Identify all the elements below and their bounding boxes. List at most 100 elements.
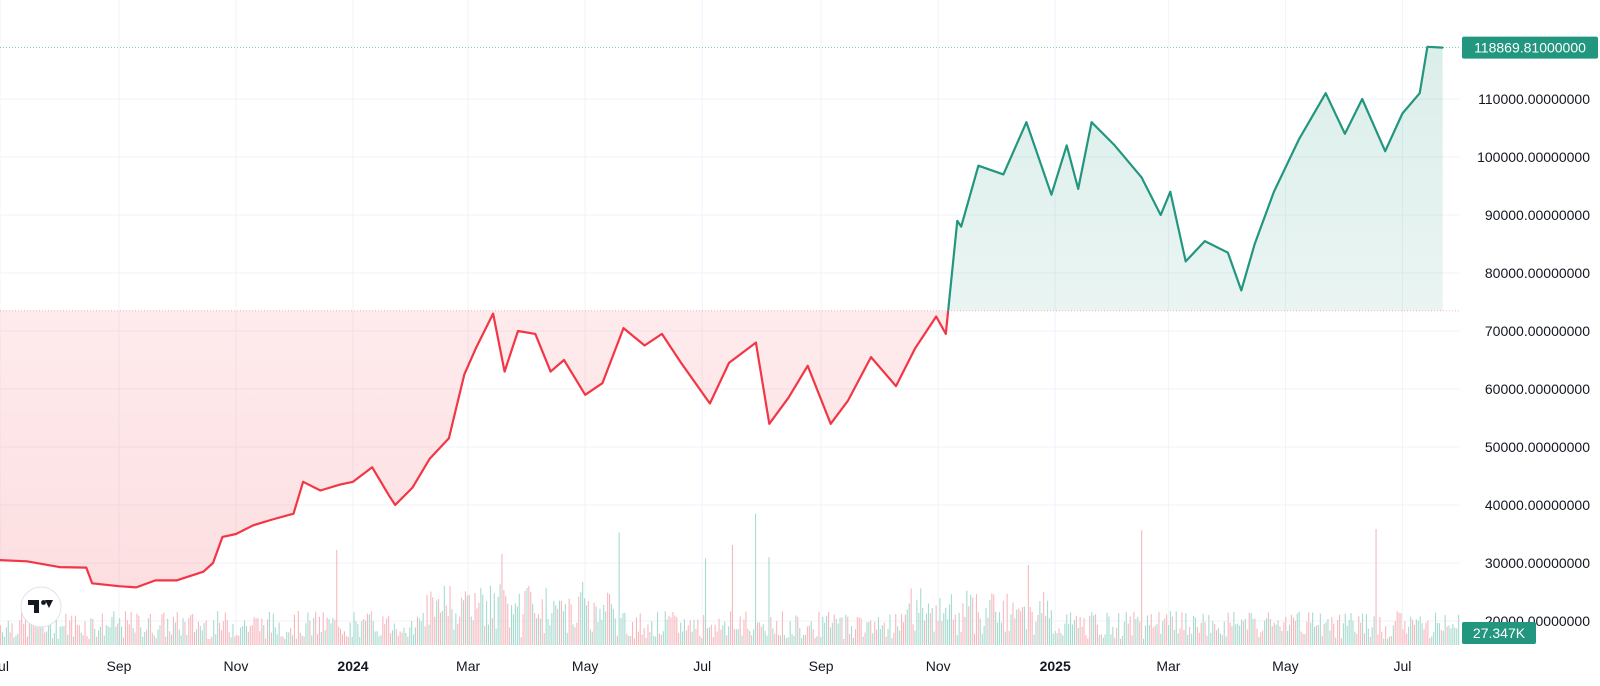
volume-bar bbox=[407, 636, 409, 645]
tradingview-logo[interactable] bbox=[20, 586, 62, 628]
volume-bar bbox=[762, 624, 764, 645]
volume-bar bbox=[852, 637, 854, 645]
volume-bar bbox=[1419, 616, 1421, 645]
volume-bar bbox=[1402, 629, 1404, 645]
volume-bar bbox=[464, 591, 466, 645]
volume-bar bbox=[877, 617, 879, 645]
volume-bar bbox=[511, 605, 513, 645]
volume-bar bbox=[1438, 623, 1440, 645]
price-point bbox=[1002, 173, 1005, 176]
volume-bar bbox=[1423, 629, 1425, 645]
volume-bar bbox=[1125, 612, 1127, 645]
volume-bar bbox=[891, 638, 893, 645]
volume-bar bbox=[1427, 620, 1429, 645]
volume-bar bbox=[630, 635, 632, 645]
volume-bar bbox=[457, 623, 459, 645]
volume-bar bbox=[507, 603, 509, 645]
price-point bbox=[870, 356, 872, 358]
price-point bbox=[1077, 188, 1080, 190]
price-point bbox=[118, 585, 120, 588]
volume-bar bbox=[142, 636, 144, 645]
volume-bar bbox=[1287, 630, 1289, 645]
volume-bar bbox=[783, 634, 785, 645]
volume-bar bbox=[714, 624, 716, 645]
volume-bar bbox=[998, 612, 1000, 645]
volume-bar bbox=[847, 616, 849, 645]
volume-bar bbox=[459, 616, 461, 645]
volume-bar bbox=[1071, 624, 1073, 645]
volume-bar bbox=[879, 629, 881, 645]
volume-bar bbox=[1413, 624, 1415, 645]
volume-bar bbox=[1022, 607, 1024, 645]
volume-bar bbox=[1079, 616, 1081, 645]
volume-bar bbox=[1281, 631, 1283, 645]
volume-bar bbox=[38, 612, 40, 645]
volume-bar bbox=[670, 617, 672, 645]
volume-bar bbox=[781, 611, 783, 645]
volume-bar bbox=[1114, 637, 1116, 645]
volume-bar bbox=[11, 623, 13, 645]
volume-bar bbox=[514, 603, 516, 645]
volume-bar bbox=[674, 615, 676, 645]
volume-bar bbox=[76, 625, 78, 645]
volume-bar bbox=[1233, 612, 1235, 645]
volume-bar bbox=[297, 611, 299, 645]
volume-bar bbox=[1068, 623, 1070, 645]
last-price-badge: 118869.81000000 bbox=[1462, 36, 1598, 59]
volume-bar bbox=[347, 637, 349, 645]
volume-bar bbox=[1091, 612, 1093, 645]
volume-bar bbox=[609, 593, 611, 645]
volume-bar bbox=[5, 627, 7, 645]
volume-bar bbox=[612, 609, 614, 645]
volume-bar bbox=[244, 620, 246, 645]
volume-bar bbox=[280, 636, 282, 645]
volume-bar bbox=[341, 634, 343, 645]
area-fill-below bbox=[0, 310, 949, 588]
volume-bar bbox=[904, 614, 906, 645]
volume-bar bbox=[839, 617, 841, 645]
price-point bbox=[175, 579, 178, 582]
volume-bar bbox=[299, 632, 301, 645]
volume-bar bbox=[922, 608, 924, 645]
volume-bar bbox=[78, 625, 80, 645]
volume-bar bbox=[288, 632, 290, 645]
volume-bar bbox=[1290, 614, 1292, 645]
volume-bar bbox=[447, 616, 449, 645]
price-point bbox=[517, 330, 519, 332]
volume-bar bbox=[113, 611, 115, 645]
volume-bar bbox=[770, 617, 772, 645]
volume-bar bbox=[966, 590, 968, 645]
volume-bar bbox=[912, 624, 914, 645]
volume-bar bbox=[1212, 620, 1214, 645]
volume-bar bbox=[159, 625, 161, 645]
price-point bbox=[1065, 144, 1068, 147]
volume-bar bbox=[340, 628, 342, 645]
volume-bar bbox=[1093, 615, 1095, 645]
volume-bar bbox=[455, 613, 457, 645]
volume-bar bbox=[1048, 618, 1050, 645]
price-point bbox=[563, 359, 565, 361]
volume-bar bbox=[628, 635, 630, 645]
volume-bar bbox=[989, 599, 991, 645]
volume-bar bbox=[1058, 628, 1060, 645]
volume-bar bbox=[858, 617, 860, 645]
volume-bar bbox=[779, 635, 781, 645]
volume-bar bbox=[1317, 625, 1319, 645]
volume-bar bbox=[439, 612, 441, 645]
volume-bar bbox=[1429, 638, 1431, 645]
volume-bar bbox=[105, 625, 107, 645]
volume-bar bbox=[1450, 628, 1452, 645]
volume-bar bbox=[512, 614, 514, 645]
volume-bar bbox=[787, 637, 789, 645]
volume-bar bbox=[995, 611, 997, 645]
volume-bar bbox=[1056, 633, 1058, 645]
volume-bar bbox=[195, 629, 197, 645]
volume-bar bbox=[293, 614, 295, 645]
volume-bar bbox=[1377, 634, 1379, 645]
volume-bar bbox=[901, 614, 903, 645]
volume-bar bbox=[747, 628, 749, 645]
volume-bar bbox=[207, 639, 209, 645]
volume-bar bbox=[1018, 608, 1020, 645]
volume-bar bbox=[401, 632, 403, 645]
volume-bar bbox=[182, 618, 184, 645]
